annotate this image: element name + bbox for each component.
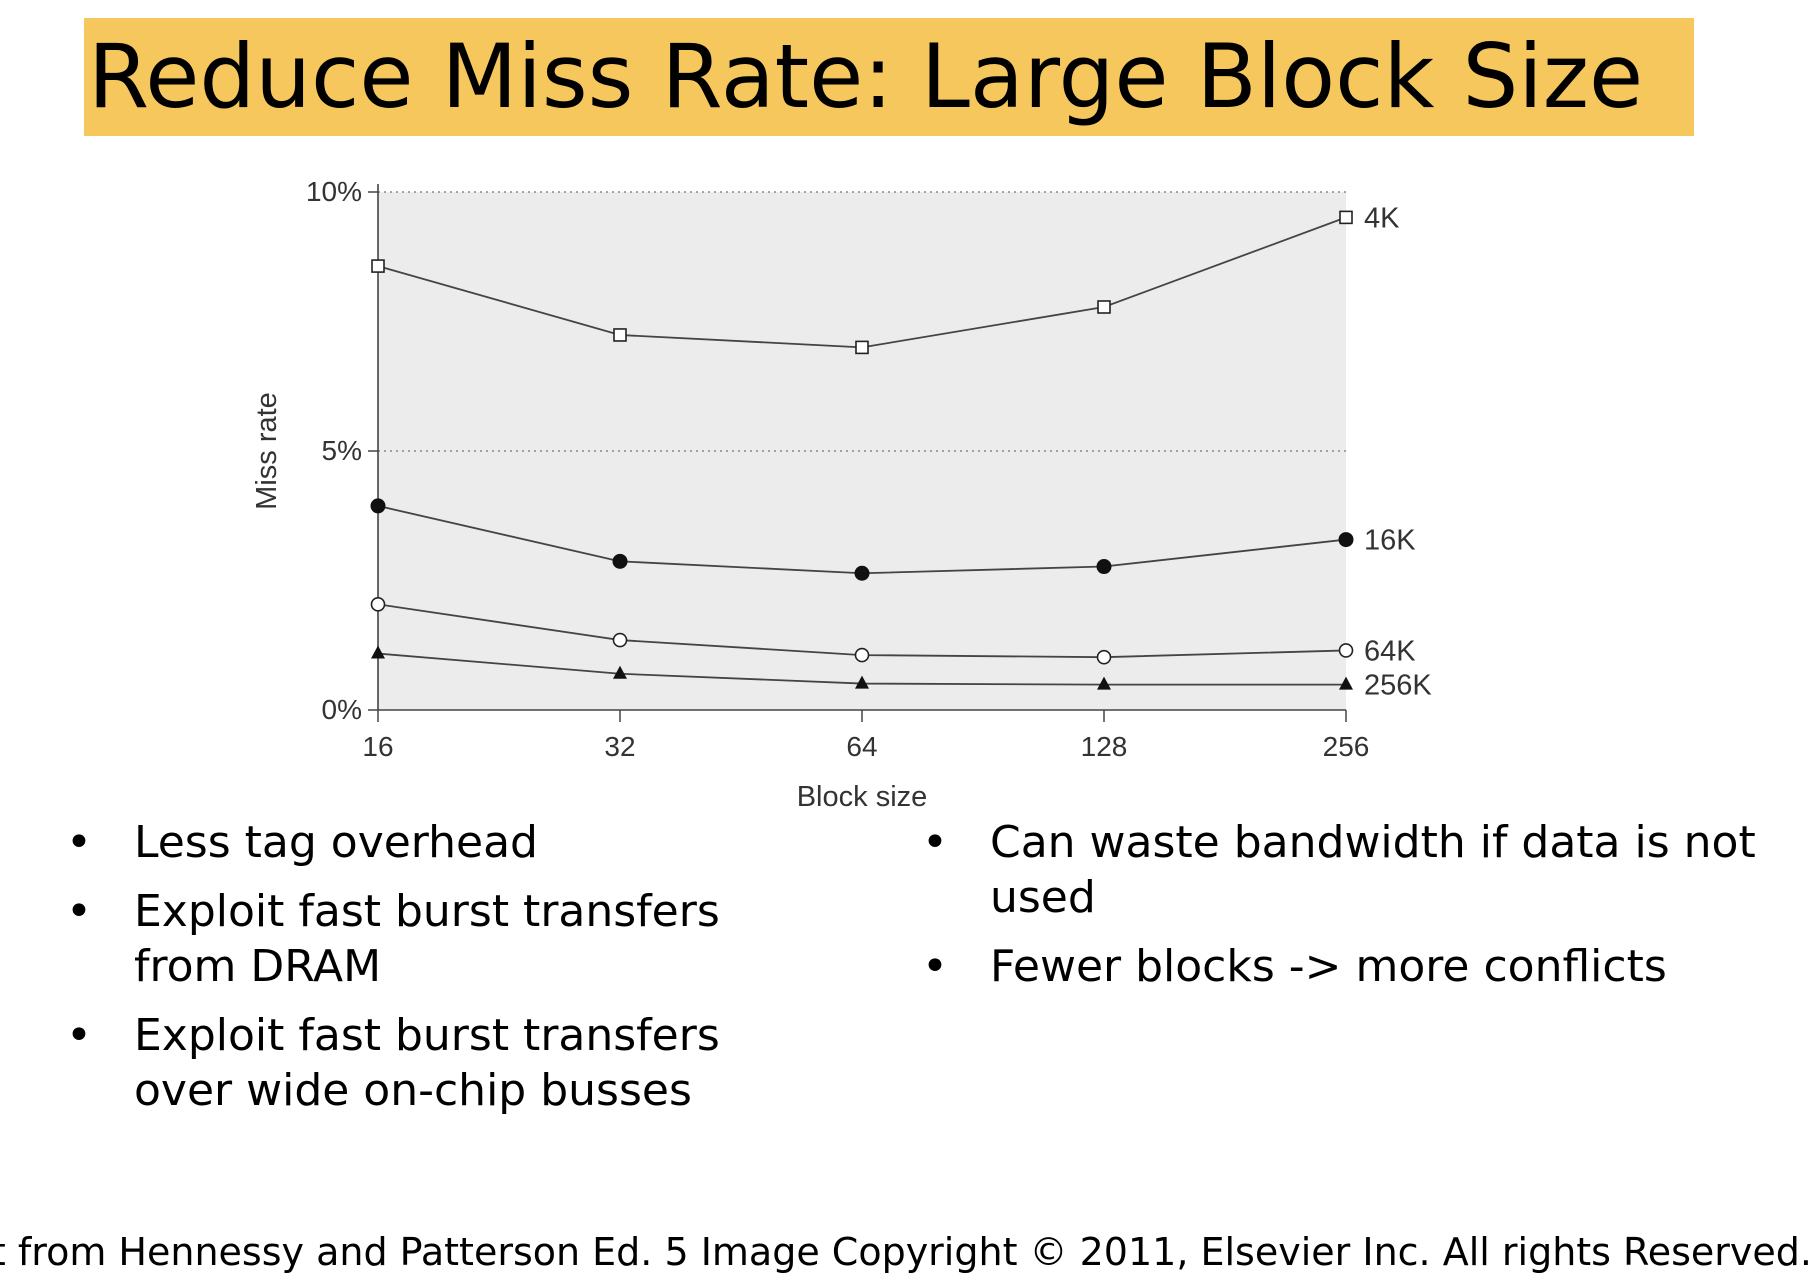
data-point-64K bbox=[1338, 643, 1354, 658]
disadvantage-item: Fewer blocks -> more conflicts bbox=[922, 939, 1802, 994]
data-point-4K bbox=[855, 340, 869, 355]
x-tick-label: 32 bbox=[604, 731, 635, 762]
series-label-64K: 64K bbox=[1364, 635, 1416, 667]
data-point-64K bbox=[612, 632, 628, 648]
x-tick-label: 16 bbox=[362, 731, 393, 762]
x-tick-label: 128 bbox=[1081, 731, 1128, 762]
advantages-list: Less tag overhead Exploit fast burst tran… bbox=[66, 815, 786, 1132]
y-tick-label: 10% bbox=[306, 176, 362, 207]
copyright-footer: Plot from Hennessy and Patterson Ed. 5 I… bbox=[0, 1228, 1818, 1276]
miss-rate-chart: 0% 5% 10% 16 32 64 128 256 Block size Miss rate 4K… bbox=[251, 176, 1432, 813]
data-point-64K bbox=[370, 597, 386, 612]
data-point-256K bbox=[613, 665, 627, 679]
data-point-4K bbox=[371, 259, 385, 273]
data-point-256K bbox=[371, 645, 385, 659]
disadvantages-list: Can waste bandwidth if data is not used F… bbox=[922, 815, 1802, 1008]
x-axis-title: Block size bbox=[797, 781, 928, 813]
data-point-4K bbox=[1339, 210, 1353, 225]
data-point-16K bbox=[854, 565, 870, 581]
data-point-16K bbox=[612, 553, 628, 569]
data-point-256K bbox=[1339, 676, 1353, 690]
x-tick-label: 64 bbox=[846, 731, 877, 762]
data-point-256K bbox=[1097, 676, 1111, 690]
data-point-64K bbox=[1096, 649, 1112, 665]
title-banner bbox=[84, 18, 1694, 136]
series-label-4K: 4K bbox=[1364, 202, 1400, 234]
y-axis-title: Miss rate bbox=[251, 392, 283, 510]
data-point-16K bbox=[1338, 532, 1354, 548]
plot-area bbox=[378, 192, 1346, 710]
advantage-item: Less tag overhead bbox=[66, 815, 786, 870]
footer-text: Plot from Hennessy and Patterson Ed. 5 I… bbox=[0, 1230, 1812, 1274]
y-tick-label: 0% bbox=[322, 694, 362, 725]
series-label-16K: 16K bbox=[1364, 525, 1416, 557]
data-point-16K bbox=[1096, 559, 1112, 575]
data-point-16K bbox=[370, 498, 386, 514]
advantage-item: Exploit fast burst transfers over wide o… bbox=[66, 1008, 786, 1118]
data-point-4K bbox=[1097, 300, 1111, 314]
x-tick-label: 256 bbox=[1323, 731, 1370, 762]
advantage-item: Exploit fast burst transfers from DRAM bbox=[66, 884, 786, 994]
slide-title: Reduce Miss Rate: Large Block Size bbox=[88, 25, 1644, 128]
data-point-4K bbox=[613, 328, 627, 342]
disadvantage-item: Can waste bandwidth if data is not used bbox=[922, 815, 1802, 925]
series-label-256K: 256K bbox=[1364, 670, 1432, 702]
y-tick-label: 5% bbox=[322, 435, 362, 466]
data-point-64K bbox=[854, 647, 870, 663]
data-point-256K bbox=[855, 675, 869, 689]
